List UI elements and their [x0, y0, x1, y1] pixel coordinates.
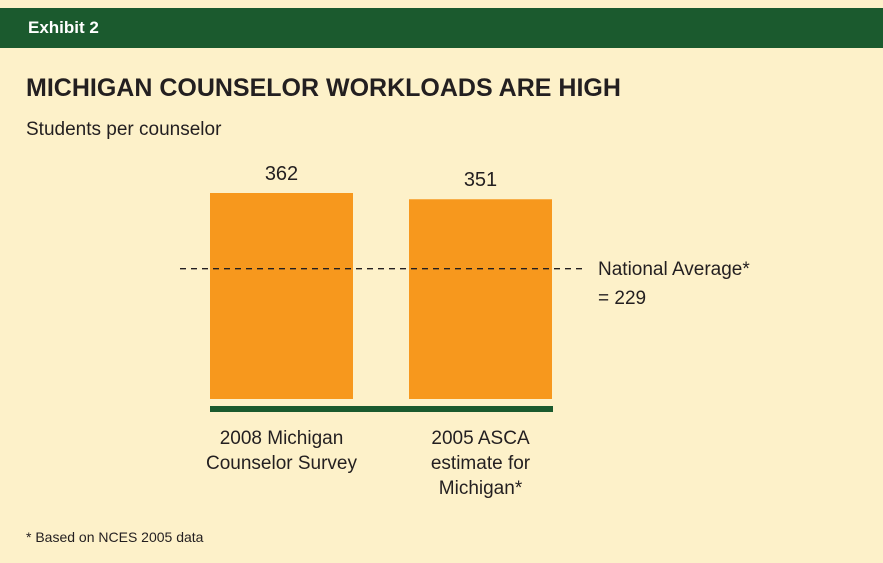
x-tick-label: 2008 Michigan Counselor Survey: [205, 428, 358, 474]
header: Exhibit 2: [28, 18, 99, 37]
value-label: 362: [264, 163, 299, 185]
bar: [210, 193, 353, 399]
value-label: 351: [463, 169, 498, 192]
footnote: * Based on NCES 2005 data: [26, 529, 204, 545]
baseline: [210, 406, 553, 412]
header-bar: Exhibit 2: [0, 8, 883, 48]
x-tick-label: 2005 ASCA estimate for Michigan*: [430, 428, 531, 499]
reference-label: National Average* = 229: [598, 258, 750, 309]
chart-subtitle: Students per counselor: [26, 119, 222, 140]
bar: [409, 199, 552, 399]
chart-title: MICHIGAN COUNSELOR WORKLOADS ARE HIGH: [26, 74, 621, 102]
